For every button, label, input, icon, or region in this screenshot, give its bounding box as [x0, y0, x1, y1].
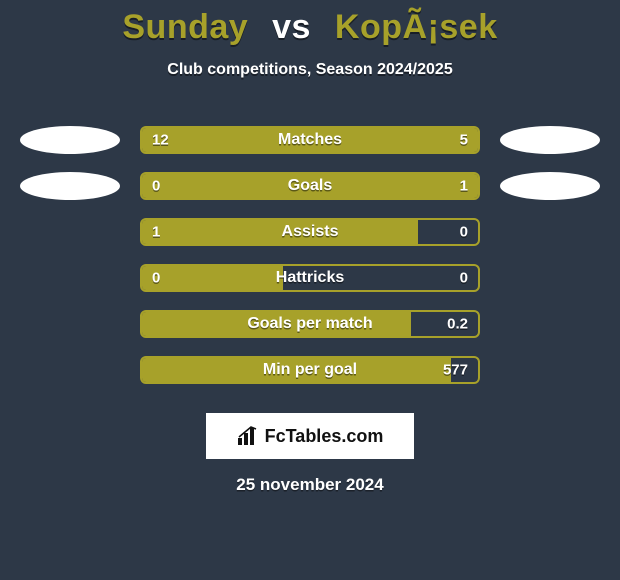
- stat-value-left: 0: [152, 178, 160, 195]
- bar-fill-left: [142, 128, 379, 152]
- stat-bar: 0 0 Hattricks: [140, 264, 480, 292]
- stat-row: 0.2 Goals per match: [0, 301, 620, 347]
- stat-value-right: 5: [460, 132, 468, 149]
- stat-value-right: 577: [443, 362, 468, 379]
- stat-value-left: 0: [152, 270, 160, 287]
- player1-ellipse: [20, 126, 120, 154]
- logo-bars-icon: [237, 426, 259, 446]
- title-player2: KopÃ¡sek: [335, 8, 498, 46]
- stat-row: 0 0 Hattricks: [0, 255, 620, 301]
- stat-row: 577 Min per goal: [0, 347, 620, 393]
- stat-bar: 12 5 Matches: [140, 126, 480, 154]
- stat-label: Goals: [288, 177, 332, 195]
- bar-fill-left: [142, 266, 283, 290]
- page-title: Sunday vs KopÃ¡sek: [0, 0, 620, 47]
- logo-text: FcTables.com: [265, 426, 384, 447]
- stat-bar: 0 1 Goals: [140, 172, 480, 200]
- stat-value-right: 0: [460, 224, 468, 241]
- stat-row: 12 5 Matches: [0, 117, 620, 163]
- stat-label: Goals per match: [247, 315, 372, 333]
- stat-label: Hattricks: [276, 269, 344, 287]
- stat-value-left: 1: [152, 224, 160, 241]
- player2-ellipse: [500, 126, 600, 154]
- logo-box: FcTables.com: [206, 413, 414, 459]
- stat-row: 1 0 Assists: [0, 209, 620, 255]
- bar-fill-right: [202, 174, 478, 198]
- subtitle: Club competitions, Season 2024/2025: [0, 61, 620, 79]
- stat-row: 0 1 Goals: [0, 163, 620, 209]
- stat-value-right: 0.2: [447, 316, 468, 333]
- stat-label: Matches: [278, 131, 342, 149]
- stat-value-left: 12: [152, 132, 169, 149]
- player1-ellipse: [20, 172, 120, 200]
- stat-bar: 577 Min per goal: [140, 356, 480, 384]
- stat-value-right: 0: [460, 270, 468, 287]
- bar-fill-left: [142, 220, 418, 244]
- date-text: 25 november 2024: [0, 475, 620, 495]
- stat-value-right: 1: [460, 178, 468, 195]
- comparison-infographic: Sunday vs KopÃ¡sek Club competitions, Se…: [0, 0, 620, 580]
- stat-label: Assists: [282, 223, 339, 241]
- stat-label: Min per goal: [263, 361, 357, 379]
- player2-ellipse: [500, 172, 600, 200]
- stat-bar: 1 0 Assists: [140, 218, 480, 246]
- stats-container: 12 5 Matches 0 1 Goals 1 0 Assists 0 0 Hattricks 0.2…: [0, 117, 620, 393]
- title-vs: vs: [272, 8, 311, 46]
- stat-bar: 0.2 Goals per match: [140, 310, 480, 338]
- title-player1: Sunday: [122, 8, 248, 46]
